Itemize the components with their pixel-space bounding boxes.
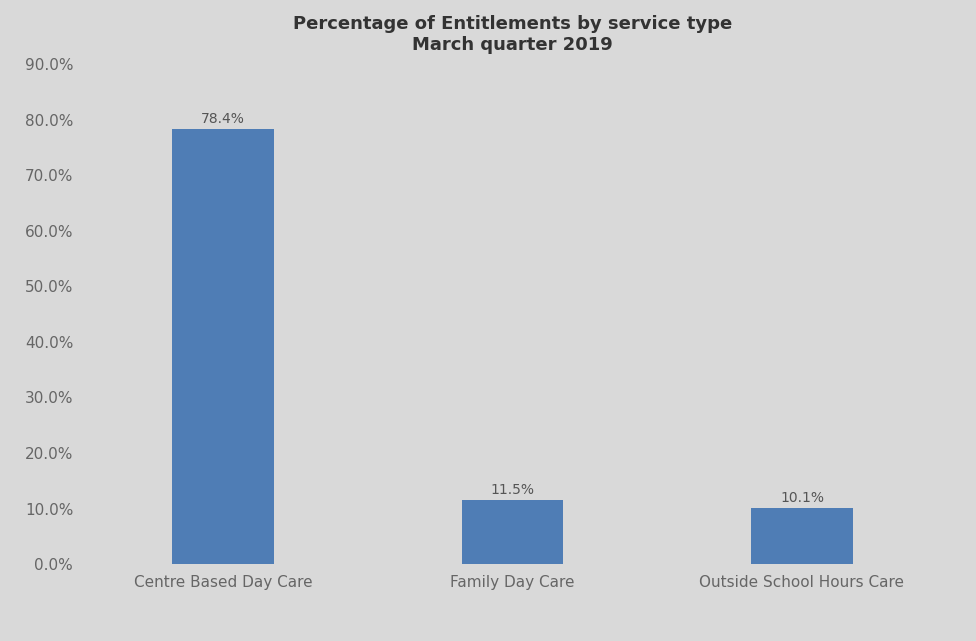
Title: Percentage of Entitlements by service type
March quarter 2019: Percentage of Entitlements by service ty… <box>293 15 732 54</box>
Bar <box>752 508 853 564</box>
Text: 11.5%: 11.5% <box>490 483 535 497</box>
Text: 78.4%: 78.4% <box>201 112 245 126</box>
Bar <box>462 500 563 564</box>
Text: 10.1%: 10.1% <box>780 491 824 505</box>
Bar <box>172 129 273 564</box>
